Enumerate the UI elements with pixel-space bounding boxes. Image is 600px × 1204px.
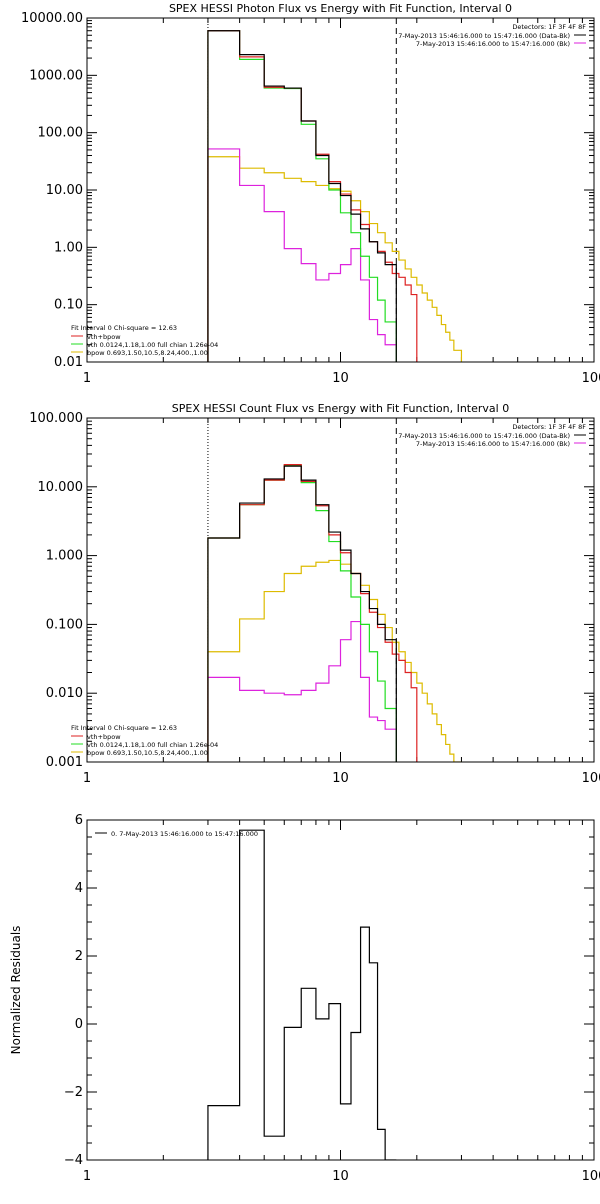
photon-title: SPEX HESSI Photon Flux vs Energy with Fi…: [169, 2, 512, 15]
count-series-bpow: [207, 559, 462, 762]
count-legend-bottom-entry: vth 0.0124,1.18,1.00 full chian 1.26e-04: [87, 741, 218, 749]
photon-ytick-label: 0.10: [54, 298, 83, 313]
count-xtick-label: 100: [582, 771, 600, 786]
count-legend-top-entry: 7-May-2013 15:46:16.000 to 15:47:16.000 …: [416, 440, 570, 448]
photon-legend-top-entry: 7-May-2013 15:46:16.000 to 15:47:16.000 …: [398, 32, 570, 40]
count-ytick-label: 10.000: [38, 480, 84, 495]
photon-legend-bottom-entry: bpow 0.693,1.50,10.5,8.24,400.,1.00: [87, 349, 208, 357]
photon-series-vth-bpow: [207, 30, 418, 362]
photon-series-data-bk: [207, 30, 397, 362]
photon-ytick-label: 1000.00: [29, 68, 83, 83]
count-series-data-bk: [207, 465, 397, 762]
residuals-legend-entry: 0. 7-May-2013 15:46:16.000 to 15:47:16.0…: [111, 830, 258, 838]
photon-ytick-label: 10000.00: [21, 11, 83, 26]
residuals-ytick-label: 2: [75, 949, 83, 964]
residuals-xtick-label: 10: [332, 1169, 349, 1184]
count-legend-bottom-entry: bpow 0.693,1.50,10.5,8.24,400.,1.00: [87, 749, 208, 757]
photon-ytick-label: 0.01: [54, 355, 83, 370]
count-series-vth: [207, 464, 397, 762]
photon-legend-bottom-title: Fit Interval 0 Chi-square = 12.63: [71, 324, 177, 332]
count-ytick-label: 0.100: [46, 617, 83, 632]
photon-series-bk: [207, 148, 397, 362]
count-ytick-label: 100.000: [29, 411, 83, 426]
count-legend-bottom-entry: vth+bpow: [87, 733, 121, 741]
residuals-ytick-label: 0: [75, 1017, 83, 1032]
photon-legend-top-entry: 7-May-2013 15:46:16.000 to 15:47:16.000 …: [416, 40, 570, 48]
residuals-series-0-: [207, 829, 397, 1160]
count-title: SPEX HESSI Count Flux vs Energy with Fit…: [172, 402, 509, 415]
count-legend-top-title: Detectors: 1F 3F 4F 8F: [512, 423, 586, 431]
photon-chart: SPEX HESSI Photon Flux vs Energy with Fi…: [21, 2, 600, 386]
residuals-plot-frame: [86, 819, 595, 1161]
count-legend-bottom-title: Fit Interval 0 Chi-square = 12.63: [71, 724, 177, 732]
photon-legend-bottom-entry: vth+bpow: [87, 333, 121, 341]
photon-legend-bottom-entry: vth 0.0124,1.18,1.00 full chian 1.26e-04: [87, 341, 218, 349]
photon-legend-top-title: Detectors: 1F 3F 4F 8F: [512, 23, 586, 31]
count-ytick-label: 0.001: [46, 755, 83, 770]
count-plot-frame: [86, 417, 595, 763]
count-chart: SPEX HESSI Count Flux vs Energy with Fit…: [29, 402, 600, 786]
count-legend-top-entry: 7-May-2013 15:46:16.000 to 15:47:16.000 …: [398, 432, 570, 440]
count-xtick-label: 10: [332, 771, 349, 786]
photon-plot-frame: [86, 17, 595, 363]
residuals-xtick-label: 1: [83, 1169, 91, 1184]
residuals-xtick-label: 100: [582, 1169, 600, 1184]
residuals-ytick-label: −2: [64, 1085, 83, 1100]
photon-ytick-label: 10.00: [46, 183, 83, 198]
residuals-chart: Normalized Residuals 1 10 100 −4 −2 0 2 4 6 0. 7-M…: [9, 813, 600, 1184]
count-series-bk: [207, 620, 397, 762]
residuals-ylabel: Normalized Residuals: [9, 926, 23, 1055]
photon-xtick-label: 10: [332, 371, 349, 386]
photon-series-bpow: [207, 156, 463, 362]
photon-ytick-label: 1.00: [54, 240, 83, 255]
residuals-ytick-label: −4: [64, 1153, 83, 1168]
count-xtick-label: 1: [83, 771, 91, 786]
photon-xtick-label: 100: [582, 371, 600, 386]
photon-ytick-label: 100.00: [38, 126, 84, 141]
residuals-ytick-label: 6: [75, 813, 83, 828]
count-ytick-label: 1.000: [46, 549, 83, 564]
photon-xtick-label: 1: [83, 371, 91, 386]
residuals-ytick-label: 4: [75, 881, 83, 896]
count-ytick-label: 0.010: [46, 686, 83, 701]
photon-series-vth: [207, 30, 397, 362]
